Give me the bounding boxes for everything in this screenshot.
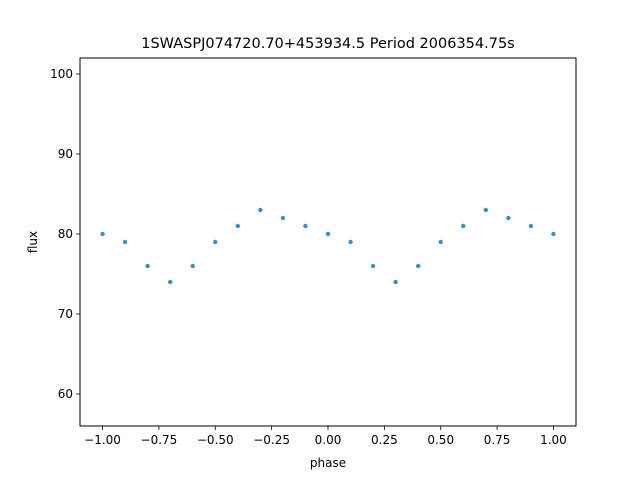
data-point <box>280 215 286 221</box>
y-tick-label: 100 <box>50 67 73 81</box>
data-point <box>506 215 511 221</box>
data-point <box>213 239 218 245</box>
y-tick-label: 70 <box>58 307 73 321</box>
y-axis-ticks: 60 70 80 90 100 <box>50 67 80 401</box>
data-point <box>438 239 443 245</box>
x-tick-label: −0.75 <box>141 433 178 447</box>
y-tick-label: 60 <box>58 387 73 401</box>
data-point <box>415 263 421 269</box>
data-point <box>551 231 556 237</box>
x-tick-label: 0.25 <box>371 433 398 447</box>
data-point <box>145 263 150 269</box>
data-point <box>483 207 489 213</box>
data-point <box>370 263 376 269</box>
data-point <box>235 223 241 229</box>
data-points <box>100 207 556 285</box>
x-tick-label: −0.25 <box>253 433 290 447</box>
data-point <box>100 231 105 237</box>
data-point <box>303 223 308 229</box>
data-point <box>393 279 398 285</box>
y-tick-label: 90 <box>58 147 73 161</box>
plot-frame <box>79 57 577 427</box>
data-point <box>461 223 466 229</box>
chart-title: 1SWASPJ074720.70+453934.5 Period 2006354… <box>141 36 515 52</box>
x-tick-label: 1.00 <box>540 433 567 447</box>
data-point <box>122 239 128 245</box>
data-point <box>258 207 263 213</box>
y-tick-label: 80 <box>58 227 73 241</box>
data-point <box>167 279 173 285</box>
x-tick-label: 0.75 <box>484 433 511 447</box>
x-axis-ticks: −1.00 −0.75 −0.50 −0.25 0.00 0.25 0.50 0.75 1.00 <box>84 426 567 447</box>
x-tick-label: 0.00 <box>315 433 342 447</box>
x-tick-label: −0.50 <box>197 433 234 447</box>
data-point <box>528 223 534 229</box>
x-tick-label: −1.00 <box>84 433 121 447</box>
data-point <box>325 231 331 237</box>
x-axis-title: phase <box>310 456 346 470</box>
data-point <box>190 263 195 269</box>
data-point <box>348 239 353 245</box>
y-axis-title: flux <box>26 231 40 253</box>
x-tick-label: 0.50 <box>427 433 454 447</box>
